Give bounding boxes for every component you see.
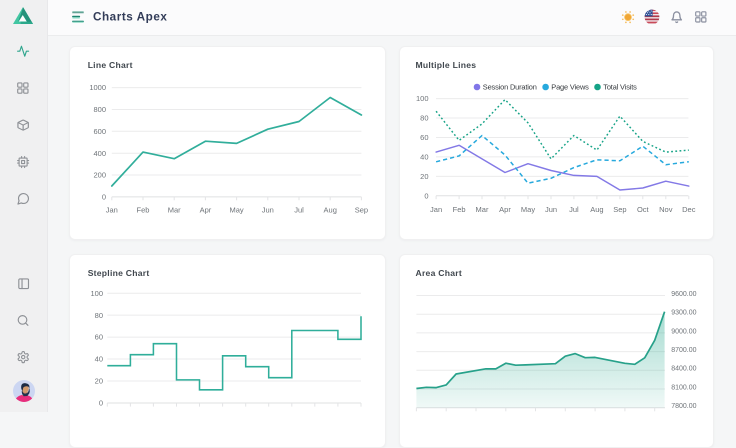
- svg-text:May: May: [521, 205, 535, 214]
- svg-text:Jan: Jan: [430, 205, 442, 214]
- svg-text:Sep: Sep: [355, 205, 368, 214]
- svg-text:Session Duration: Session Duration: [483, 83, 537, 92]
- svg-text:40: 40: [95, 355, 103, 364]
- svg-text:9600.00: 9600.00: [671, 291, 696, 298]
- svg-text:9300.00: 9300.00: [671, 310, 696, 317]
- svg-text:800: 800: [93, 105, 106, 114]
- svg-text:600: 600: [93, 127, 106, 136]
- svg-text:8400.00: 8400.00: [671, 366, 696, 373]
- svg-text:Page Views: Page Views: [551, 83, 589, 92]
- svg-text:Charts Apex: Charts Apex: [93, 11, 167, 24]
- svg-text:80: 80: [420, 114, 428, 123]
- svg-text:Sep: Sep: [613, 205, 626, 214]
- svg-text:Dec: Dec: [682, 205, 696, 214]
- svg-text:40: 40: [420, 153, 428, 162]
- svg-text:9000.00: 9000.00: [671, 328, 696, 335]
- svg-text:Apr: Apr: [499, 205, 511, 214]
- svg-text:20: 20: [95, 377, 103, 386]
- svg-text:80: 80: [95, 311, 103, 320]
- svg-text:Oct: Oct: [637, 205, 650, 214]
- svg-text:Jun: Jun: [262, 205, 274, 214]
- svg-text:7800.00: 7800.00: [671, 403, 696, 410]
- svg-text:60: 60: [95, 333, 103, 342]
- svg-text:400: 400: [93, 149, 106, 158]
- svg-text:Jan: Jan: [106, 205, 118, 214]
- svg-text:20: 20: [420, 172, 428, 181]
- svg-text:8700.00: 8700.00: [671, 347, 696, 354]
- svg-text:Area Chart: Area Chart: [416, 268, 462, 278]
- svg-text:Aug: Aug: [590, 205, 603, 214]
- svg-text:100: 100: [90, 289, 103, 298]
- svg-text:Mar: Mar: [168, 205, 181, 214]
- svg-text:100: 100: [416, 94, 429, 103]
- svg-text:Apr: Apr: [200, 205, 212, 214]
- svg-text:Multiple Lines: Multiple Lines: [416, 60, 477, 70]
- svg-text:Jun: Jun: [545, 205, 557, 214]
- svg-text:Total Visits: Total Visits: [603, 83, 637, 92]
- svg-text:8100.00: 8100.00: [671, 384, 696, 391]
- svg-text:200: 200: [93, 171, 106, 180]
- svg-text:0: 0: [99, 399, 103, 408]
- svg-text:0: 0: [424, 191, 428, 200]
- svg-text:Stepline Chart: Stepline Chart: [88, 268, 150, 278]
- svg-text:60: 60: [420, 133, 428, 142]
- svg-text:Feb: Feb: [137, 205, 150, 214]
- svg-text:1000: 1000: [89, 83, 106, 92]
- svg-text:0: 0: [102, 193, 106, 202]
- svg-text:Line Chart: Line Chart: [88, 60, 133, 70]
- svg-text:Nov: Nov: [659, 205, 673, 214]
- svg-text:Aug: Aug: [324, 205, 337, 214]
- svg-text:Jul: Jul: [569, 205, 579, 214]
- svg-text:Mar: Mar: [476, 205, 489, 214]
- svg-text:May: May: [230, 205, 244, 214]
- svg-text:Feb: Feb: [453, 205, 466, 214]
- svg-text:Jul: Jul: [294, 205, 304, 214]
